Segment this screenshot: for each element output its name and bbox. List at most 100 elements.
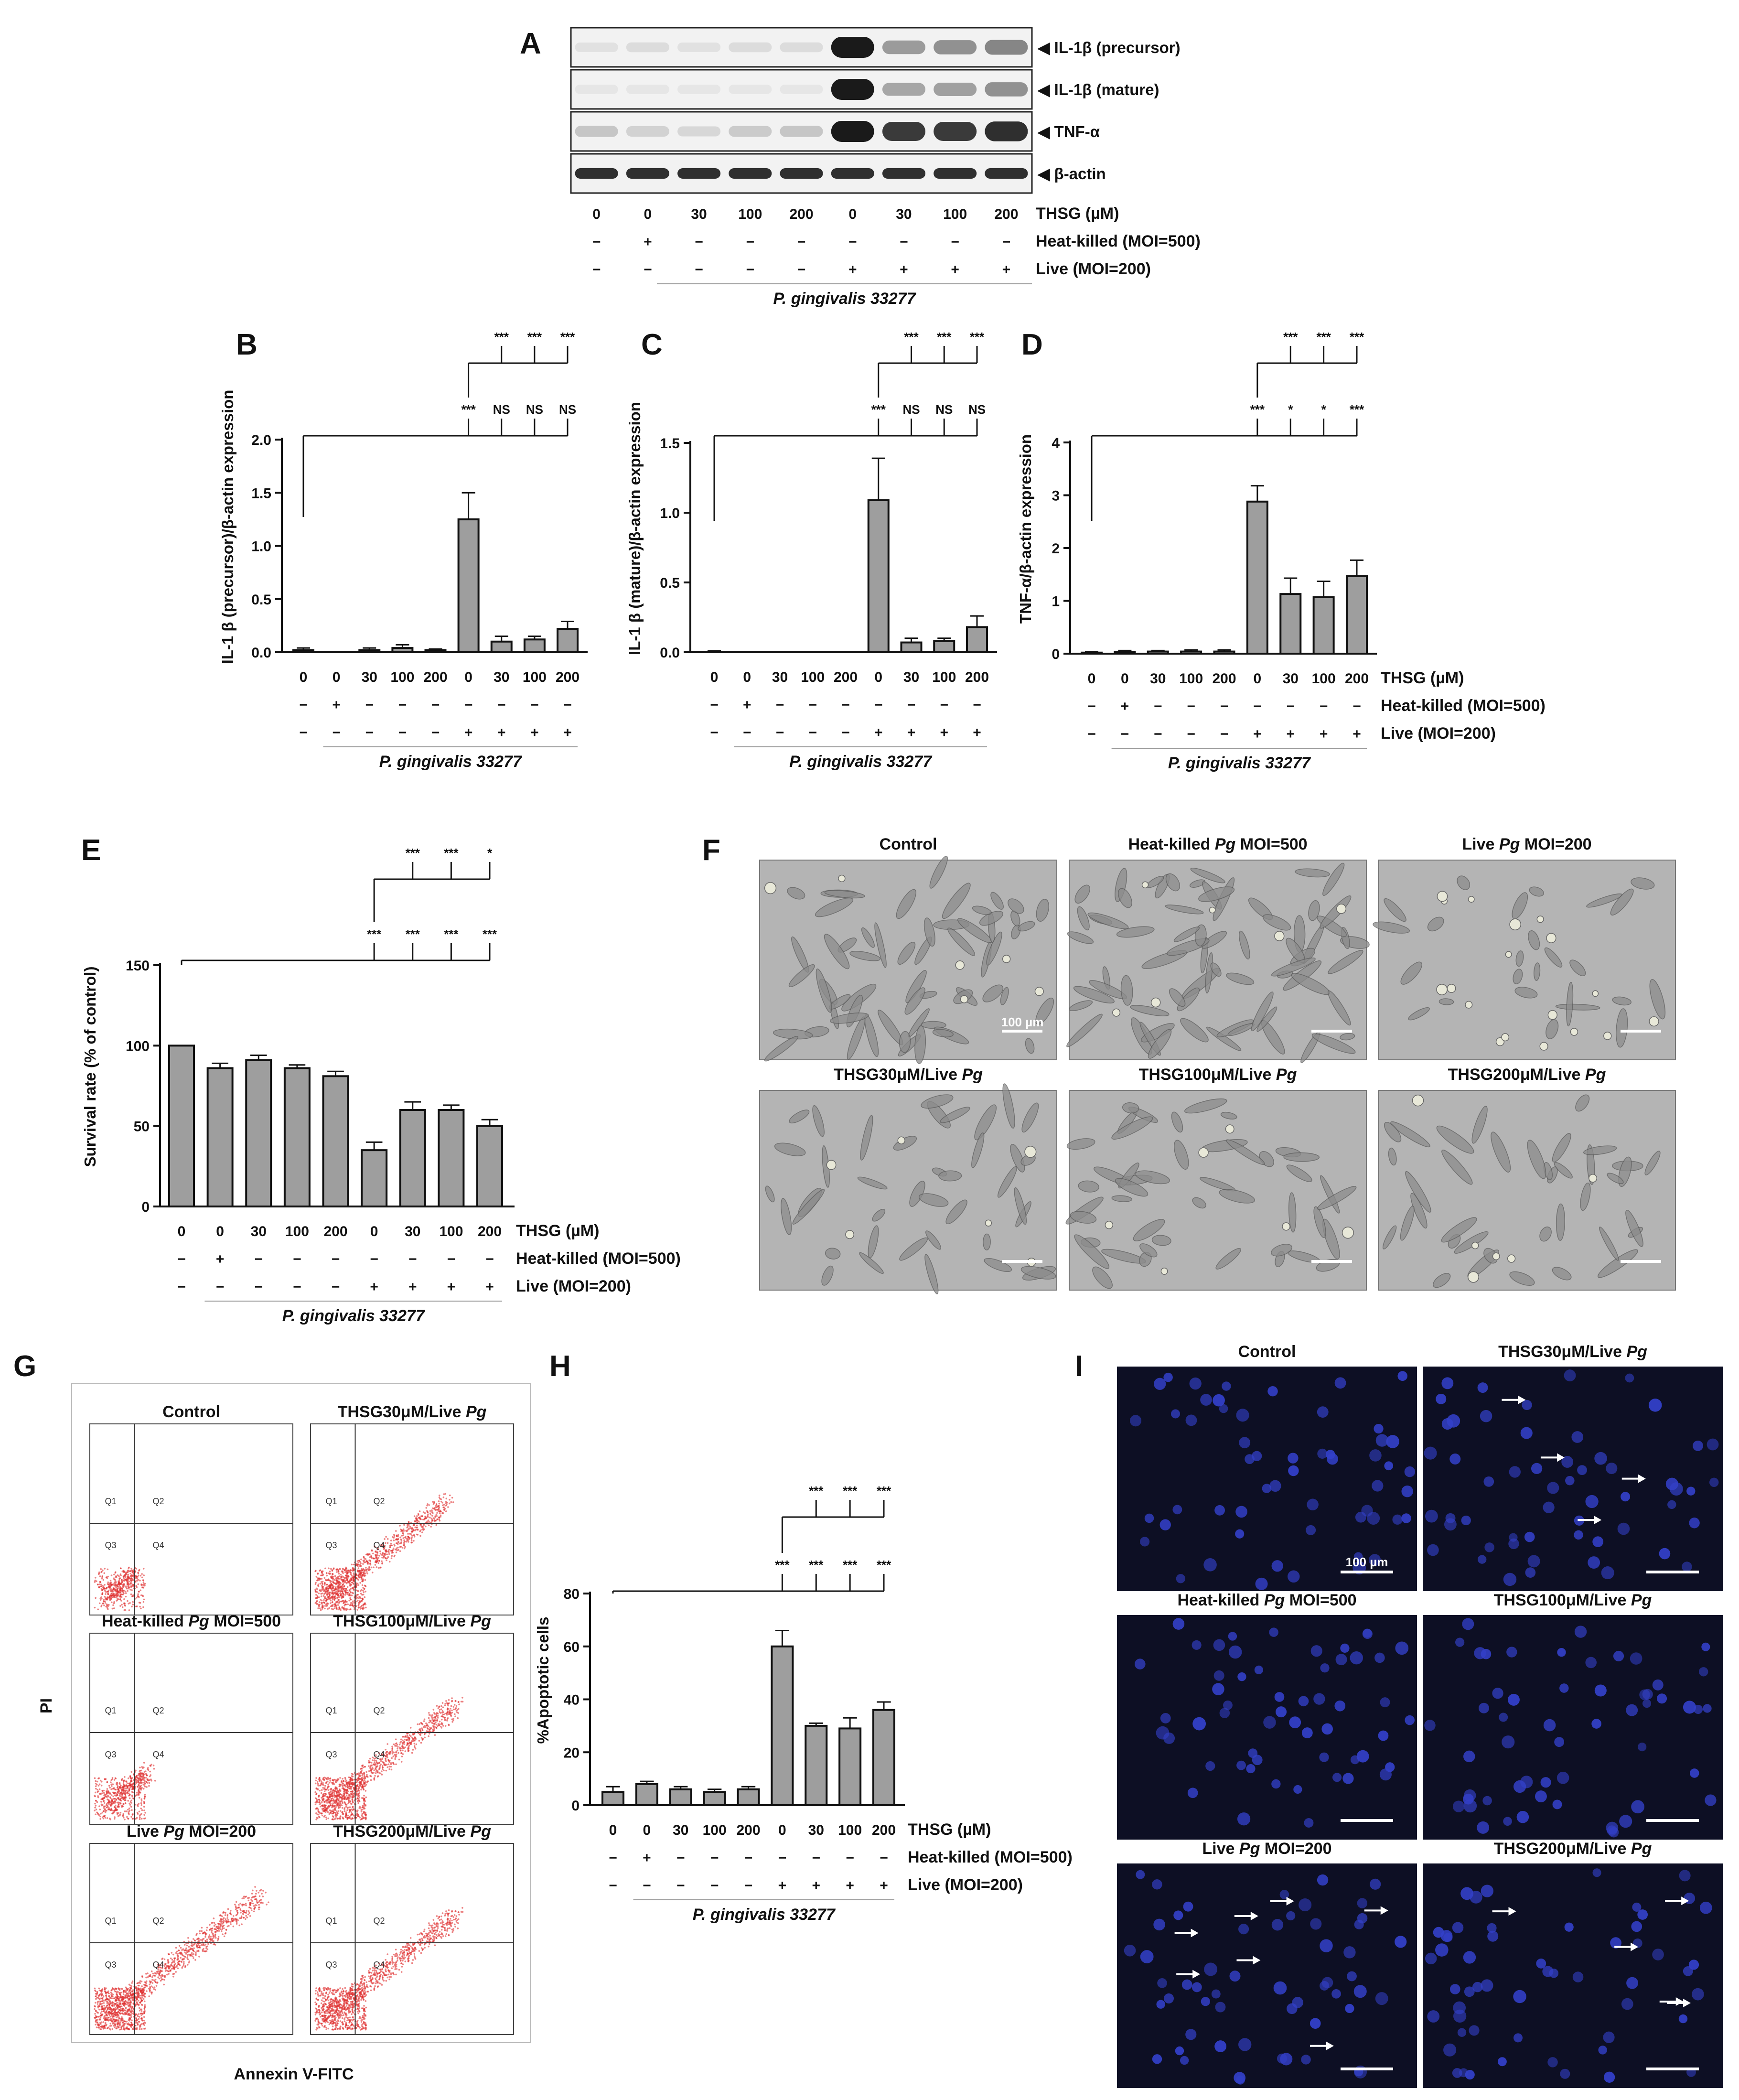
flow-event (101, 1816, 104, 1819)
flow-event (131, 1574, 133, 1577)
flow-event (360, 1600, 363, 1602)
cell-shape (815, 897, 854, 917)
flow-event (104, 1588, 106, 1590)
flow-event (121, 1604, 123, 1606)
flow-event (130, 1777, 132, 1780)
flow-event (433, 1720, 435, 1723)
flow-event (109, 1587, 111, 1589)
flow-event (346, 1579, 348, 1581)
chart-h-live-cell: + (778, 1878, 787, 1894)
flow-event (143, 1762, 145, 1764)
flow-event (357, 1575, 360, 1577)
chart-d-heat_killed-cell: − (1320, 699, 1328, 714)
flow-event (113, 1810, 115, 1812)
cell-shape (897, 942, 916, 965)
flow-event (445, 1510, 447, 1512)
flow-event (404, 1736, 406, 1738)
flow-event (342, 1818, 344, 1820)
flow-event (318, 1777, 321, 1779)
flow-event (136, 1586, 138, 1588)
flow-event (391, 1753, 394, 1755)
cell-shape (1644, 1151, 1661, 1175)
flow-event (344, 1778, 346, 1780)
flow-event (120, 1785, 122, 1787)
flow-event (388, 1549, 390, 1551)
flow-event (349, 1788, 351, 1790)
flow-event (359, 1573, 361, 1575)
blot-band (575, 168, 618, 179)
chart-e-heat_killed-cell: − (332, 1251, 340, 1267)
cell-shape (1192, 1197, 1206, 1209)
flow-event (316, 1781, 319, 1783)
chart-c-sig-bottom: NS (935, 402, 953, 417)
chart-c-y-tick-label: 1.0 (660, 506, 680, 521)
cell-shape (860, 1115, 873, 1161)
cell-shape (1400, 1206, 1415, 1241)
cell-shape (971, 1132, 985, 1168)
flow-plot-title: Live Pg MOI=200 (127, 1822, 256, 1841)
flow-event (438, 1500, 440, 1502)
flow-event (323, 1599, 325, 1601)
flow-event (148, 1785, 150, 1787)
rounded-cell (1501, 1033, 1510, 1042)
flow-event (325, 1818, 328, 1820)
flow-event (327, 1777, 329, 1779)
flow-event (95, 1813, 97, 1816)
flow-event (437, 1717, 439, 1719)
flow-event (362, 1806, 364, 1809)
flow-event (150, 1764, 152, 1766)
flow-event (332, 1573, 333, 1575)
flow-event (336, 1592, 338, 1594)
flow-event (411, 1530, 413, 1532)
flow-event (434, 1716, 436, 1718)
cell-shape (1074, 884, 1090, 904)
flow-event (446, 1702, 448, 1704)
flow-event (386, 1542, 389, 1544)
flow-event (421, 1738, 424, 1740)
cell-shape (1436, 1125, 1474, 1154)
flow-event (345, 1813, 347, 1815)
cell-shape (1226, 1139, 1265, 1165)
chart-c-sig-top: *** (937, 330, 952, 344)
chart-c-heat_killed-cell: − (710, 697, 719, 713)
flow-event (99, 1599, 102, 1601)
flow-event (137, 1574, 140, 1576)
flow-event (230, 1921, 232, 1923)
flow-event (116, 1584, 118, 1586)
blot-band (985, 40, 1028, 55)
chart-d-y-tick-label: 4 (1052, 435, 1060, 451)
flow-event (317, 1607, 319, 1609)
cell-shape (1190, 868, 1225, 883)
flow-event (366, 1561, 368, 1563)
flow-event (98, 1571, 100, 1573)
cell-shape (1117, 888, 1132, 908)
flow-event (332, 1594, 334, 1595)
flow-event (384, 1538, 386, 1540)
chart-e-heat_killed-cell: − (485, 1251, 494, 1267)
flow-event (330, 1788, 333, 1790)
flow-event (327, 1783, 329, 1786)
flow-event (337, 1596, 339, 1598)
flow-event (348, 1776, 350, 1778)
flow-event (102, 1818, 105, 1820)
flow-event (428, 1524, 430, 1526)
flow-event (124, 1802, 127, 1804)
flow-event (117, 1599, 118, 1601)
blot-band (934, 168, 977, 179)
flow-event (338, 1601, 341, 1603)
flow-event (337, 1577, 340, 1580)
cell-shape (1438, 998, 1454, 1005)
flow-event (326, 1802, 328, 1804)
chart-b-bar (358, 649, 381, 654)
cell-shape (1607, 1173, 1624, 1184)
flow-event (329, 1777, 332, 1779)
flow-event (341, 1607, 343, 1609)
flow-event (154, 1779, 156, 1782)
flow-event (113, 1578, 115, 1581)
chart-b-y-tick-label: 2.0 (251, 432, 271, 448)
cell-shape (1205, 952, 1213, 994)
flow-event (137, 1805, 139, 1807)
flow-plot-title: Control (162, 1403, 220, 1421)
flow-event (419, 1723, 420, 1725)
